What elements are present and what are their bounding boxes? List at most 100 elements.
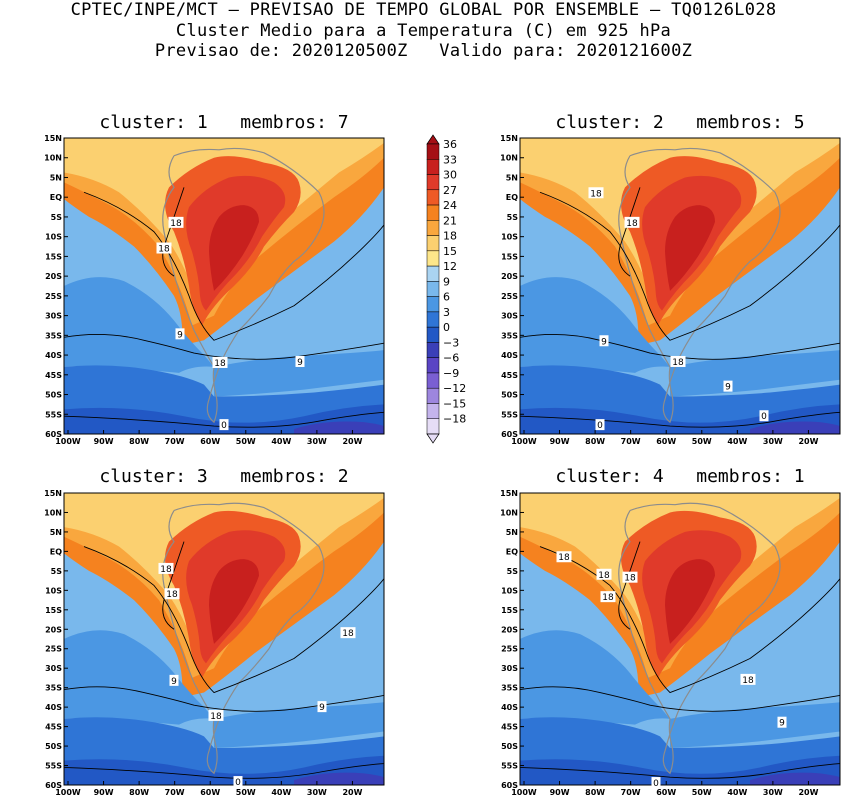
lat-label: 30S xyxy=(501,664,518,673)
contour-line-0 xyxy=(618,187,641,277)
lat-label: 60S xyxy=(45,430,62,439)
lat-label: 40S xyxy=(45,703,62,712)
colorbar-swatch xyxy=(426,143,440,160)
colorbar-swatch xyxy=(426,189,440,206)
contour-label: 9 xyxy=(725,383,731,393)
lat-label: 55S xyxy=(501,762,518,771)
contour-label: 0 xyxy=(597,421,603,431)
lat-label: 10N xyxy=(44,508,62,517)
lat-label: 15N xyxy=(500,134,518,143)
temperature-band-6 xyxy=(665,205,715,291)
contour-label: 18 xyxy=(602,593,614,603)
contour-label: 18 xyxy=(626,219,638,229)
temperature-band-6 xyxy=(665,559,715,644)
lat-label: EQ xyxy=(50,193,62,202)
colorbar-label: −12 xyxy=(443,382,466,395)
colorbar-swatch xyxy=(426,387,440,404)
lat-label: 10N xyxy=(500,508,518,517)
lon-label: 20W xyxy=(342,788,362,797)
contour-label: 9 xyxy=(297,358,303,368)
colorbar-swatch xyxy=(426,220,440,236)
lon-label: 40W xyxy=(727,788,747,797)
lat-label: 15N xyxy=(44,134,62,143)
lat-label: 30S xyxy=(45,312,62,321)
lat-label: 10S xyxy=(45,233,62,242)
lat-label: 5S xyxy=(51,213,63,222)
map-frame xyxy=(519,492,841,786)
contour-label: 0 xyxy=(761,412,767,422)
lon-label: 20W xyxy=(342,437,362,446)
contour-label-bg xyxy=(219,419,229,431)
lat-label: 15S xyxy=(45,606,62,615)
temperature-band-7 xyxy=(520,630,670,725)
contour-label: 18 xyxy=(166,590,178,600)
contour-label-bg xyxy=(651,777,661,789)
lat-label: 15N xyxy=(44,489,62,498)
contour-line-1 xyxy=(539,546,840,694)
colorbar-label: 18 xyxy=(443,230,457,243)
lat-label: EQ xyxy=(50,547,62,556)
lat-label: 55S xyxy=(45,410,62,419)
lat-label: 55S xyxy=(45,762,62,771)
contour-label-bg xyxy=(670,355,686,367)
temperature-band-8 xyxy=(670,702,840,749)
map-panel-2: 15N 10N 5N EQ 5S 10S 15S 20S 25S 30S 35S 40S 45S 50S 5… xyxy=(500,134,841,446)
lon-label: 30W xyxy=(307,788,327,797)
lat-label: 20S xyxy=(45,272,62,281)
contour-line-0 xyxy=(162,541,185,630)
colorbar-swatch xyxy=(426,281,440,297)
contour-label: 0 xyxy=(235,778,241,788)
lon-label: 90W xyxy=(94,788,114,797)
contour-label-bg xyxy=(164,588,180,600)
lon-label: 80W xyxy=(129,788,149,797)
lon-label: 30W xyxy=(307,437,327,446)
contour-label: 18 xyxy=(598,571,610,581)
contour-line-1 xyxy=(83,546,384,694)
contour-line-2 xyxy=(520,686,840,712)
colorbar-label: 27 xyxy=(443,184,457,197)
lat-label: 5S xyxy=(51,567,63,576)
contour-label-bg xyxy=(233,776,243,788)
contour-label-bg xyxy=(169,674,179,686)
contour-label: 9 xyxy=(319,703,325,713)
contour-line-0 xyxy=(618,541,641,630)
lon-label: 60W xyxy=(200,788,220,797)
lon-label: 20W xyxy=(798,437,818,446)
lat-label: 35S xyxy=(45,684,62,693)
contour-label-bg xyxy=(156,242,172,254)
lat-label: EQ xyxy=(506,547,518,556)
coastline xyxy=(162,147,325,424)
lon-label: 60W xyxy=(656,788,676,797)
colorbar-swatch xyxy=(426,159,440,175)
lon-label: 80W xyxy=(129,437,149,446)
colorbar-label: 24 xyxy=(443,199,457,212)
lon-label: 30W xyxy=(763,437,783,446)
lat-label: 5N xyxy=(50,173,62,182)
temperature-band-8 xyxy=(670,350,840,397)
lat-label: 10S xyxy=(501,233,518,242)
contour-line-3 xyxy=(520,763,840,779)
lon-label: 50W xyxy=(692,788,712,797)
lon-label: 50W xyxy=(236,788,256,797)
header-line-2: Cluster Medio para a Temperatura (C) em … xyxy=(175,21,672,41)
contour-label-bg xyxy=(212,356,228,368)
contour-label: 0 xyxy=(653,779,659,789)
lon-label: 90W xyxy=(550,437,570,446)
header-line-3: Previsao de: 2020120500Z Valido para: 20… xyxy=(154,41,693,61)
lat-label: 5N xyxy=(506,528,518,537)
colorbar-label: 0 xyxy=(443,321,450,334)
lon-label: 40W xyxy=(271,788,291,797)
map-panel-3: 15N 10N 5N EQ 5S 10S 15S 20S 25S 30S 35S 40S 45S 50S 5… xyxy=(44,489,385,797)
contour-label: 18 xyxy=(170,219,182,229)
colorbar-label: 12 xyxy=(443,260,457,273)
contour-label: 0 xyxy=(221,421,227,431)
lat-label: 50S xyxy=(501,391,518,400)
lon-label: 30W xyxy=(763,788,783,797)
lat-label: 5N xyxy=(50,528,62,537)
lat-label: 10S xyxy=(501,586,518,595)
lat-label: 50S xyxy=(45,742,62,751)
colorbar-label: 33 xyxy=(443,153,457,166)
contour-label: 9 xyxy=(601,337,607,347)
colorbar-swatch xyxy=(426,250,440,267)
